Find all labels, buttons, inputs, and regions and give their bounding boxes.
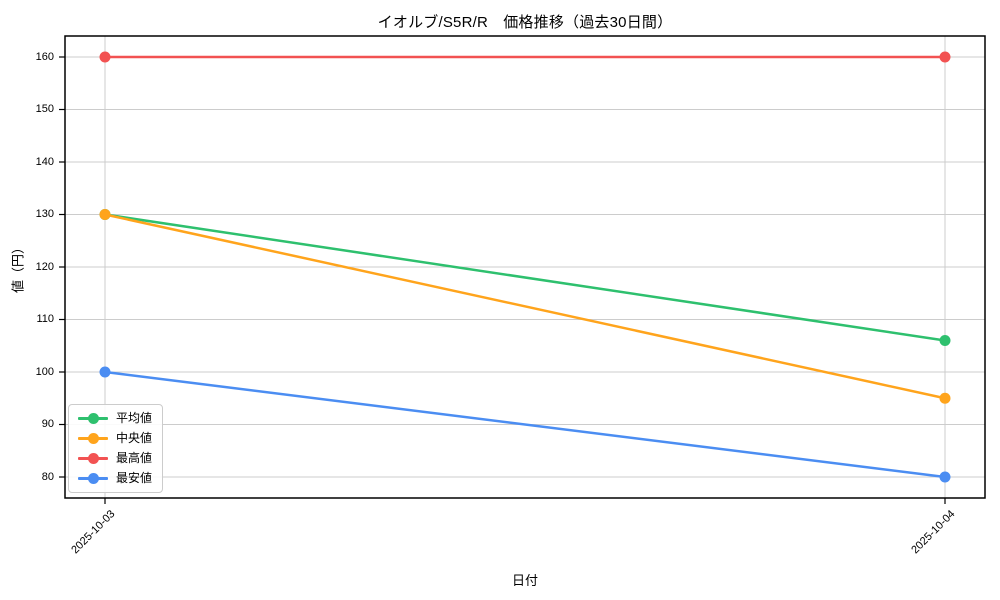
x-axis-label: 日付 [511,573,538,588]
axis-tick-marks [59,56,946,504]
data-point [99,209,111,220]
y-tick-label: 140 [35,155,54,168]
y-tick-label: 100 [35,365,54,378]
series-1 [99,209,951,404]
y-tick-label: 150 [35,103,54,115]
data-point [939,51,951,63]
legend-item: 最安値 [78,471,152,486]
y-tick-label: 160 [35,50,54,63]
y-tick-label: 130 [35,208,54,220]
legend-label: 平均値 [116,411,153,425]
data-point [99,366,111,378]
legend-marker-icon [78,412,108,425]
y-tick-label: 90 [41,418,54,430]
y-tick-label: 80 [41,470,54,483]
data-point [939,392,951,404]
data-point [99,51,111,63]
legend: 平均値中央値最高値最安値 [68,404,164,493]
legend-item: 平均値 [78,411,152,426]
series-line [103,370,947,479]
legend-label: 最安値 [116,471,153,485]
chart-title: イオルブ/S5R/R 価格推移（過去30日間） [377,14,673,31]
legend-item: 最高値 [78,451,152,466]
legend-marker-icon [78,472,108,485]
data-point [939,335,951,346]
y-tick-label: 110 [36,313,54,325]
series-line [103,213,947,400]
plot-border [64,35,986,499]
legend-marker-icon [78,452,108,465]
grid-lines [65,36,985,498]
y-tick-label: 120 [35,260,54,273]
data-point [939,471,951,483]
legend-marker-icon [78,432,108,445]
legend-item: 中央値 [78,431,152,446]
legend-label: 最高値 [116,451,153,465]
series-0 [99,209,951,346]
series-3 [99,366,951,483]
legend-label: 中央値 [116,431,153,445]
y-axis-label: 値（円） [10,240,26,294]
series-line [103,213,947,342]
series-2 [99,51,951,63]
